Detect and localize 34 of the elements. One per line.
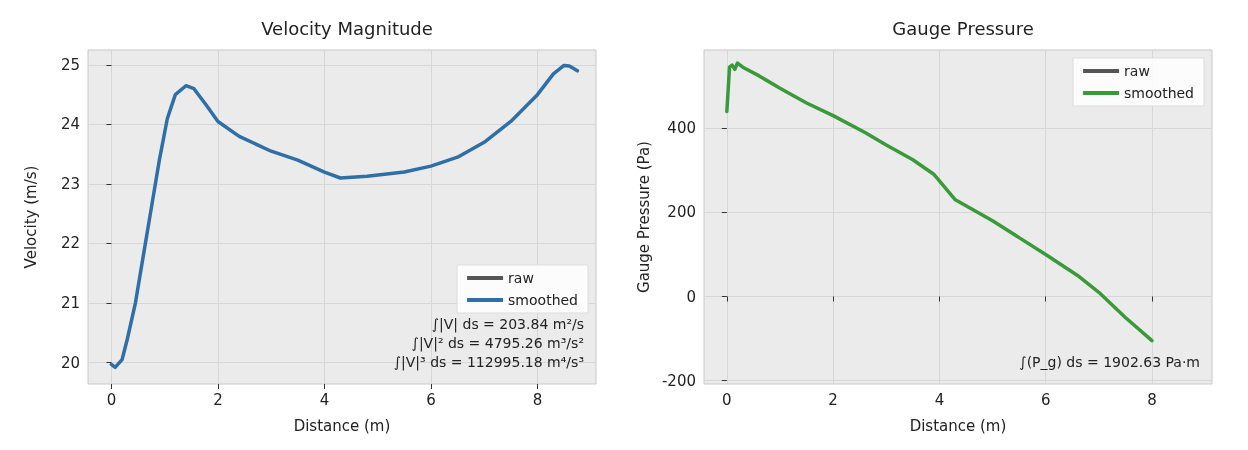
y-tick-label: 0 bbox=[686, 287, 696, 306]
x-tick-label: 0 bbox=[106, 390, 117, 409]
annotation: ∫|V|² ds = 4795.26 m³/s² bbox=[411, 335, 584, 352]
x-tick-label: 8 bbox=[532, 390, 543, 409]
annotation: ∫|V|³ ds = 112995.18 m⁴/s³ bbox=[393, 354, 584, 371]
y-tick-label: 22 bbox=[60, 234, 80, 253]
y-tick-label: 21 bbox=[60, 294, 80, 313]
y-axis-title: Gauge Pressure (Pa) bbox=[634, 141, 653, 293]
x-tick-label: 4 bbox=[934, 390, 945, 409]
y-tick-label: -200 bbox=[661, 371, 696, 390]
legend-label: smoothed bbox=[1124, 85, 1195, 101]
annotation: ∫|V| ds = 203.84 m²/s bbox=[431, 316, 584, 333]
legend-label: smoothed bbox=[508, 292, 579, 308]
legend-label: raw bbox=[1124, 63, 1150, 79]
y-tick-label: 200 bbox=[667, 203, 696, 222]
y-axis-title: Velocity (m/s) bbox=[21, 165, 40, 269]
y-tick-label: 24 bbox=[60, 115, 80, 134]
y-tick-label: 400 bbox=[667, 119, 696, 138]
chart-title: Velocity Magnitude bbox=[261, 17, 433, 39]
x-tick-label: 4 bbox=[319, 390, 330, 409]
annotation: ∫(P_g) ds = 1902.63 Pa·m bbox=[1019, 354, 1200, 370]
y-tick-label: 20 bbox=[60, 353, 80, 372]
legend-label: raw bbox=[508, 270, 534, 286]
chart-title: Gauge Pressure bbox=[892, 17, 1034, 39]
y-tick-label: 25 bbox=[60, 55, 80, 74]
x-tick-label: 6 bbox=[1040, 390, 1051, 409]
x-tick-label: 2 bbox=[213, 390, 223, 409]
x-tick-label: 2 bbox=[828, 390, 838, 409]
x-tick-label: 6 bbox=[426, 390, 436, 409]
y-tick-label: 23 bbox=[60, 174, 80, 193]
x-tick-label: 8 bbox=[1147, 390, 1157, 409]
x-axis-title: Distance (m) bbox=[293, 416, 391, 435]
x-tick-label: 0 bbox=[722, 390, 732, 409]
x-axis-title: Distance (m) bbox=[909, 416, 1007, 435]
